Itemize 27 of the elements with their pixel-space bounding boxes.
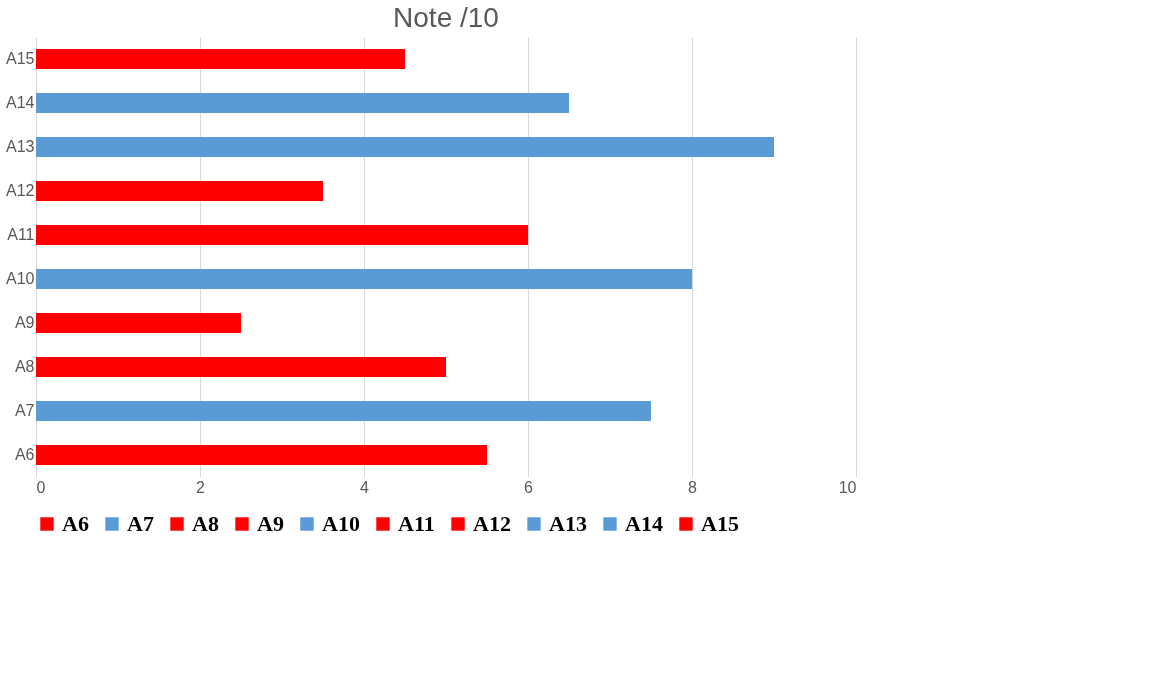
y-tick-label: A15: [6, 50, 35, 67]
chart-title: Note /10: [393, 2, 499, 33]
legend-label: A6: [62, 511, 89, 536]
y-tick-label: A8: [14, 358, 35, 375]
y-tick-label: A10: [6, 270, 35, 287]
x-tick-label: 2: [196, 478, 206, 496]
y-tick-label: A13: [6, 138, 35, 155]
y-tick-label: A9: [14, 314, 35, 331]
y-tick-label: A11: [7, 226, 35, 243]
legend-label: A8: [192, 511, 219, 536]
x-tick-label: 0: [36, 478, 46, 496]
legend-label: A13: [549, 511, 587, 536]
x-tick-label: 4: [360, 478, 370, 496]
legend-label: A15: [701, 511, 739, 536]
y-tick-label: A12: [6, 182, 35, 199]
y-tick-label: A7: [14, 402, 35, 419]
x-tick-label: 6: [524, 478, 534, 496]
y-tick-label: A6: [14, 446, 35, 463]
x-tick-label: 10: [838, 478, 857, 496]
legend-label: A7: [127, 511, 154, 536]
legend-label: A10: [322, 511, 360, 536]
legend-label: A9: [257, 511, 284, 536]
legend-label: A14: [625, 511, 663, 536]
x-tick-label: 8: [688, 478, 698, 496]
y-tick-label: A14: [6, 94, 35, 111]
legend-label: A11: [398, 511, 435, 536]
legend-label: A12: [473, 511, 511, 536]
